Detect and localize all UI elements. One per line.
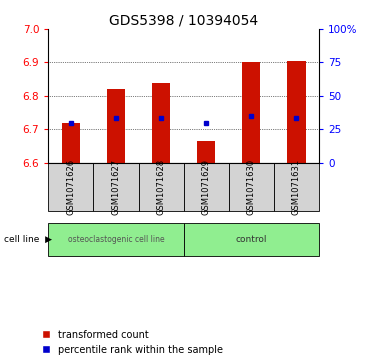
Legend: transformed count, percentile rank within the sample: transformed count, percentile rank withi… [42,330,223,355]
Text: GSM1071626: GSM1071626 [66,159,75,215]
FancyBboxPatch shape [274,163,319,211]
Title: GDS5398 / 10394054: GDS5398 / 10394054 [109,14,258,28]
FancyBboxPatch shape [184,163,229,211]
Bar [152,82,170,163]
FancyBboxPatch shape [48,223,184,256]
FancyBboxPatch shape [48,163,93,211]
Bar [197,141,215,163]
FancyBboxPatch shape [138,163,184,211]
Text: cell line  ▶: cell line ▶ [4,235,52,244]
Text: control: control [236,235,267,244]
Bar [62,123,80,163]
FancyBboxPatch shape [229,163,274,211]
Bar [288,61,305,163]
Text: GSM1071627: GSM1071627 [111,159,121,215]
Text: GSM1071628: GSM1071628 [157,159,165,215]
Text: GSM1071629: GSM1071629 [202,159,211,215]
Bar [107,89,125,163]
Text: osteoclastogenic cell line: osteoclastogenic cell line [68,235,164,244]
FancyBboxPatch shape [184,223,319,256]
Text: GSM1071631: GSM1071631 [292,159,301,215]
FancyBboxPatch shape [93,163,138,211]
Bar [242,62,260,163]
Text: GSM1071630: GSM1071630 [247,159,256,215]
